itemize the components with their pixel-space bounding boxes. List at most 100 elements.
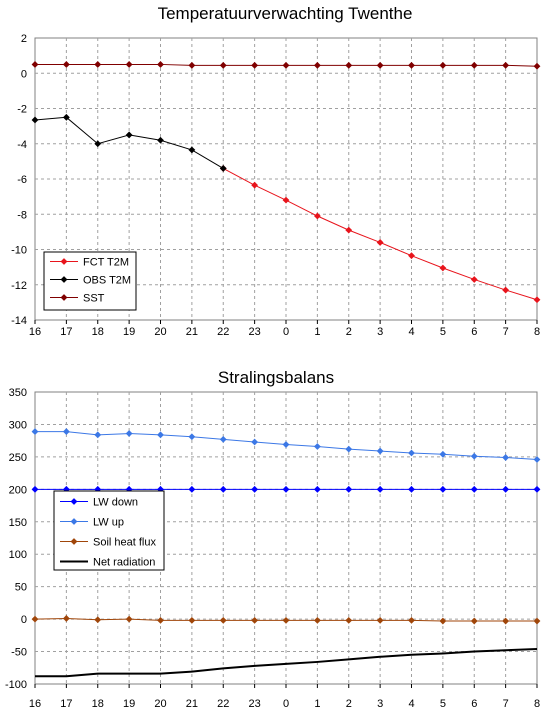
legend: FCT T2M OBS T2M SST (43, 251, 137, 311)
data-point (94, 61, 102, 68)
data-point (251, 61, 259, 69)
legend-swatch-marker (60, 258, 68, 265)
data-point (157, 61, 164, 68)
x-tick-label: 5 (440, 326, 446, 338)
x-tick-label: 2 (346, 698, 352, 710)
legend-label-fct-t2m: FCT T2M (83, 257, 129, 269)
data-point (188, 485, 196, 493)
y-tick-label: -50 (11, 647, 27, 659)
data-point (502, 454, 510, 461)
x-tick-label: 4 (408, 326, 414, 338)
data-point (376, 61, 384, 69)
x-tick-label: 21 (186, 698, 198, 710)
data-point (502, 617, 510, 625)
legend-label-net-radiation: Net radiation (93, 557, 155, 569)
series-fct-t2m (219, 165, 541, 304)
data-point (345, 485, 353, 493)
y-tick-label: -14 (11, 315, 27, 327)
legend-swatch-marker (60, 276, 68, 283)
chart-title: Temperatuurverwachting Twenthe (158, 4, 413, 23)
x-tick-label: 0 (283, 698, 289, 710)
data-point (533, 485, 541, 493)
data-point (125, 615, 133, 623)
x-tick-label: 20 (154, 326, 166, 338)
data-point (188, 61, 196, 69)
data-point (62, 61, 70, 68)
x-tick-label: 1 (314, 326, 320, 338)
data-point (533, 62, 541, 70)
data-point (31, 61, 39, 68)
x-tick-label: 0 (283, 326, 289, 338)
chart-title: Stralingsbalans (218, 368, 334, 387)
x-tick-label: 23 (249, 326, 261, 338)
data-point (470, 617, 478, 625)
x-tick-label: 17 (60, 326, 72, 338)
data-point (470, 276, 478, 283)
data-point (502, 61, 510, 69)
data-point (31, 116, 39, 124)
x-tick-label: 22 (217, 698, 229, 710)
x-tick-label: 7 (503, 326, 509, 338)
data-point (282, 61, 290, 69)
data-point (470, 452, 478, 460)
data-point (62, 113, 70, 121)
data-point (376, 239, 384, 246)
y-tick-label: 0 (21, 68, 27, 80)
data-point (251, 438, 259, 446)
data-point (313, 443, 321, 450)
data-point (439, 450, 447, 458)
y-tick-label: 2 (21, 33, 27, 45)
data-point (62, 615, 70, 622)
series-lw-up (31, 428, 541, 463)
x-tick-label: 19 (123, 326, 135, 338)
data-point (439, 61, 447, 69)
data-point (31, 428, 39, 435)
legend-label-obs-t2m: OBS T2M (83, 275, 131, 287)
data-point (219, 485, 227, 493)
data-point (470, 485, 478, 493)
data-point (439, 485, 447, 493)
y-tick-label: 0 (21, 614, 27, 626)
data-point (345, 617, 353, 624)
x-tick-label: 21 (186, 326, 198, 338)
legend-swatch-marker (70, 538, 78, 545)
data-point (376, 447, 384, 455)
data-point (282, 485, 290, 493)
data-point (31, 485, 39, 493)
legend-swatch-marker (70, 498, 78, 505)
series-sst (31, 61, 541, 70)
data-point (533, 617, 541, 625)
data-point (188, 146, 196, 154)
data-point (188, 433, 196, 441)
legend-swatch-marker (70, 518, 78, 525)
legend: LW down LW up Soil heat flux Net radiation (53, 490, 165, 571)
y-tick-label: -10 (11, 245, 27, 257)
x-tick-label: 18 (92, 698, 104, 710)
data-point (219, 165, 227, 172)
data-point (219, 435, 227, 443)
data-point (282, 617, 290, 624)
data-point (125, 131, 133, 139)
data-point (251, 617, 259, 624)
y-tick-label: -8 (17, 209, 27, 221)
legend-label-lw-down: LW down (93, 497, 138, 509)
data-point (251, 485, 259, 493)
x-tick-label: 3 (377, 326, 383, 338)
series-obs-t2m (31, 113, 227, 172)
y-tick-label: 150 (9, 517, 27, 529)
data-point (376, 485, 384, 493)
y-tick-label: -2 (17, 104, 27, 116)
data-point (313, 617, 321, 624)
x-tick-label: 22 (217, 326, 229, 338)
data-point (313, 485, 321, 493)
x-tick-label: 4 (408, 698, 414, 710)
data-point (439, 617, 447, 625)
data-point (345, 445, 353, 453)
x-tick-label: 16 (29, 698, 41, 710)
data-point (345, 226, 353, 234)
data-point (125, 430, 133, 437)
temperature-chart: Temperatuurverwachting Twenthe 20-2-4-6-… (11, 4, 541, 338)
y-tick-label: -6 (17, 174, 27, 186)
y-tick-label: 250 (9, 452, 27, 464)
